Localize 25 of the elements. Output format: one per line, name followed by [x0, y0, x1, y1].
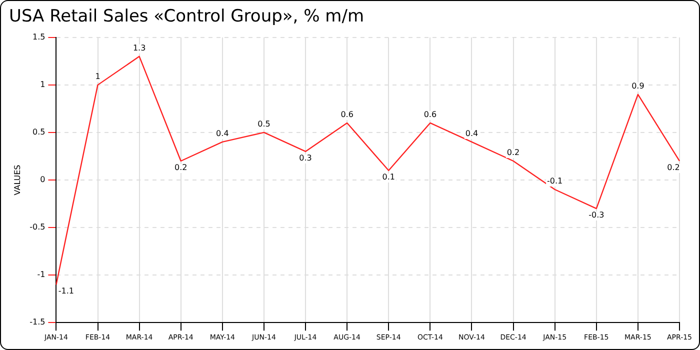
data-label: 0.2 — [506, 148, 520, 158]
data-label: 0.6 — [424, 110, 437, 120]
data-label: 1.3 — [132, 43, 146, 52]
data-label: -0.3 — [588, 210, 604, 220]
data-label: 0.4 — [465, 129, 478, 138]
data-label: 0.1 — [382, 172, 395, 182]
y-tick-label: 0.5 — [32, 128, 46, 137]
data-label: 0.3 — [299, 154, 312, 163]
y-tick-label: 1 — [40, 80, 46, 90]
y-tick-label: -1.5 — [30, 318, 46, 327]
chart-title: USA Retail Sales «Control Group», % m/m — [9, 6, 364, 27]
data-label: 0.2 — [174, 163, 188, 172]
data-label: 0.2 — [667, 163, 680, 172]
data-label: 0.9 — [632, 82, 644, 91]
y-tick-label: -1 — [37, 270, 46, 280]
y-tick-label: -0.5 — [30, 222, 46, 232]
data-label: -1.1 — [58, 286, 74, 296]
data-label: -0.1 — [547, 176, 563, 186]
data-label: 1 — [95, 72, 100, 82]
y-axis-title: VALUES — [12, 164, 22, 196]
y-tick-label: 1.5 — [32, 32, 46, 42]
data-label: 0.6 — [340, 110, 354, 120]
data-label: 0.4 — [216, 129, 229, 138]
y-tick-label: 0 — [40, 175, 46, 184]
data-label: 0.5 — [258, 120, 270, 129]
